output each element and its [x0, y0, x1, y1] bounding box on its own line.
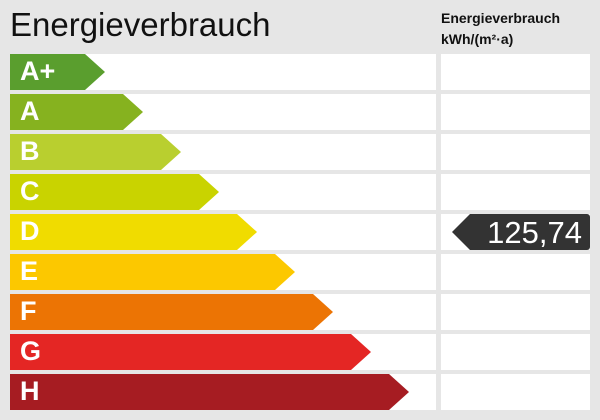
class-arrow: F — [10, 294, 333, 330]
class-label: C — [20, 176, 40, 206]
class-row-aplus: A+ — [10, 54, 436, 90]
class-label: A+ — [20, 56, 56, 86]
class-label: G — [20, 336, 42, 366]
class-row-h: H — [10, 374, 436, 410]
class-row-b: B — [10, 134, 436, 170]
class-arrow: E — [10, 254, 295, 290]
class-arrow: C — [10, 174, 219, 210]
class-row-f: F — [10, 294, 436, 330]
class-label: F — [20, 296, 37, 326]
page-title: Energieverbrauch — [10, 6, 271, 43]
value-indicator: 125,74 — [452, 214, 590, 250]
class-label: D — [20, 216, 40, 246]
class-arrow: D — [10, 214, 257, 250]
value-cell — [441, 174, 590, 210]
class-label: A — [20, 96, 40, 126]
class-row-g: G — [10, 334, 436, 370]
class-label: H — [20, 376, 40, 406]
class-label: B — [20, 136, 40, 166]
class-row-d: D — [10, 214, 436, 250]
class-label: E — [20, 256, 39, 286]
value-cell — [441, 54, 590, 90]
class-row-c: C — [10, 174, 436, 210]
value-cell — [441, 334, 590, 370]
class-arrow: H — [10, 374, 409, 410]
class-arrow: A+ — [10, 54, 105, 90]
unit-line-2: kWh/(m²·a) — [441, 31, 514, 47]
class-row-a: A — [10, 94, 436, 130]
class-row-e: E — [10, 254, 436, 290]
class-arrow: G — [10, 334, 371, 370]
unit-label: Energieverbrauch kWh/(m²·a) — [441, 8, 560, 50]
value-cell — [441, 94, 590, 130]
class-arrow: B — [10, 134, 181, 170]
value-cell — [441, 134, 590, 170]
value-cell — [441, 374, 590, 410]
value-cell — [441, 294, 590, 330]
value-cell — [441, 254, 590, 290]
class-arrow: A — [10, 94, 143, 130]
unit-line-1: Energieverbrauch — [441, 10, 561, 26]
value-text: 125,74 — [487, 215, 582, 250]
